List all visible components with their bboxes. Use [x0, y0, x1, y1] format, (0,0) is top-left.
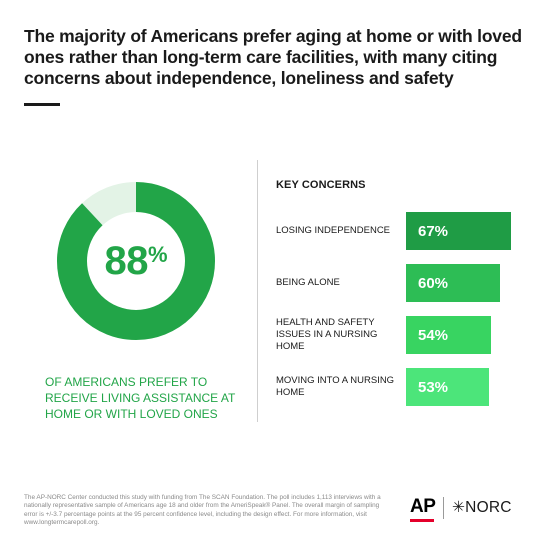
concern-bar: 60% [406, 264, 500, 302]
concern-bar: 54% [406, 316, 491, 354]
concern-value: 53% [418, 378, 449, 396]
ap-logo-rule [410, 519, 434, 522]
concern-value: 67% [418, 222, 449, 240]
concerns-title: KEY CONCERNS [276, 179, 366, 191]
concern-label: MOVING INTO A NURSING HOME [276, 375, 395, 398]
donut-svg [57, 182, 215, 340]
ap-logo: AP [410, 496, 436, 517]
donut-arc [57, 182, 215, 340]
concern-label: BEING ALONE [276, 277, 340, 288]
norc-logo: ✳NORC [452, 499, 512, 516]
concern-value: 54% [418, 326, 449, 344]
concern-bar: 67% [406, 212, 511, 250]
footnote: The AP-NORC Center conducted this study … [24, 494, 381, 527]
donut-value: 88% [56, 181, 216, 341]
concern-value: 60% [418, 274, 449, 292]
logo-separator [443, 497, 444, 519]
headline: The majority of Americans prefer aging a… [24, 26, 522, 88]
divider [257, 160, 258, 422]
donut-percent-sign: % [147, 242, 168, 267]
donut-number: 88 [104, 238, 148, 283]
concern-bar: 53% [406, 368, 489, 406]
concern-label: HEALTH AND SAFETY ISSUES IN A NURSING HO… [276, 317, 378, 352]
headline-rule [24, 103, 60, 106]
donut-chart: 88% [56, 181, 216, 341]
donut-caption: OF AMERICANS PREFER TO RECEIVE LIVING AS… [45, 375, 236, 421]
concern-label: LOSING INDEPENDENCE [276, 225, 391, 236]
